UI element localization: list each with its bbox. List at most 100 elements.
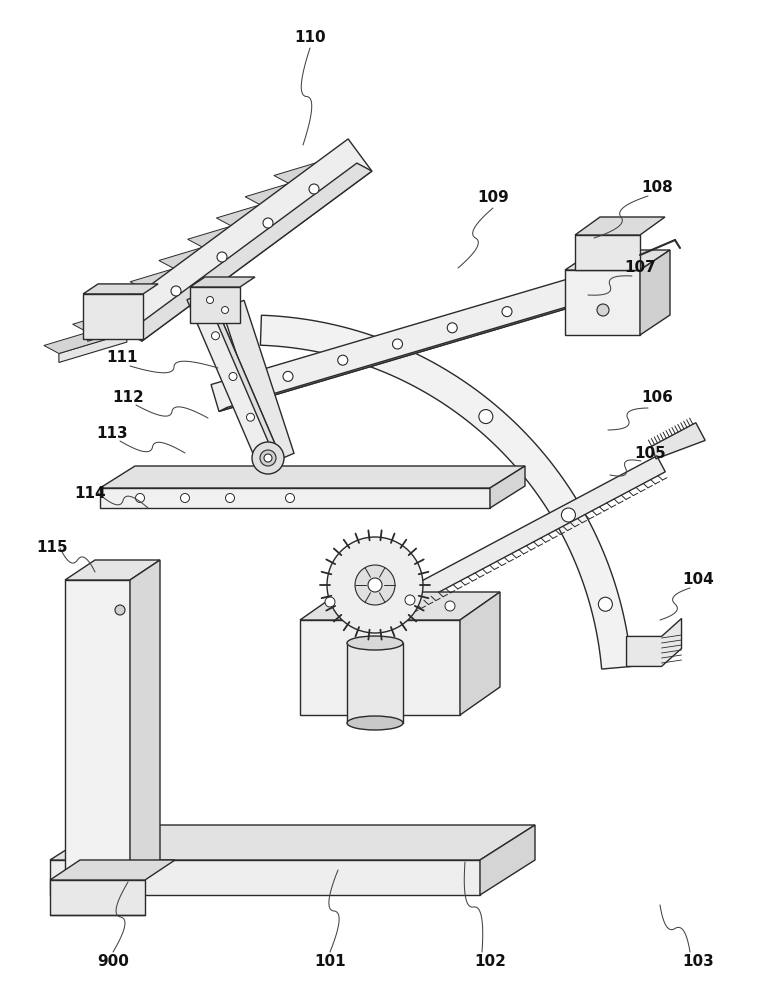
- Polygon shape: [50, 860, 175, 880]
- Polygon shape: [575, 235, 640, 270]
- Circle shape: [260, 450, 276, 466]
- Text: 105: 105: [634, 446, 666, 460]
- Text: 104: 104: [682, 572, 714, 587]
- Polygon shape: [565, 250, 670, 270]
- Circle shape: [247, 413, 255, 421]
- Circle shape: [502, 307, 512, 317]
- Circle shape: [448, 323, 457, 333]
- Text: 112: 112: [112, 389, 144, 404]
- Circle shape: [393, 339, 402, 349]
- Ellipse shape: [347, 716, 403, 730]
- Polygon shape: [65, 580, 130, 880]
- Circle shape: [562, 508, 576, 522]
- Polygon shape: [87, 312, 155, 341]
- Polygon shape: [216, 198, 299, 226]
- Text: 115: 115: [36, 540, 68, 556]
- Polygon shape: [201, 285, 279, 453]
- Polygon shape: [116, 291, 184, 320]
- Polygon shape: [65, 560, 160, 580]
- Circle shape: [229, 372, 237, 380]
- Polygon shape: [44, 325, 127, 353]
- Text: 113: 113: [96, 426, 128, 440]
- Polygon shape: [640, 250, 670, 335]
- Text: 109: 109: [477, 190, 509, 206]
- Text: 107: 107: [624, 260, 656, 275]
- Circle shape: [206, 296, 213, 304]
- Circle shape: [368, 345, 382, 359]
- Circle shape: [115, 605, 125, 615]
- Circle shape: [212, 332, 219, 340]
- Circle shape: [263, 218, 273, 228]
- Polygon shape: [73, 304, 155, 332]
- Polygon shape: [219, 299, 592, 411]
- Text: 101: 101: [314, 954, 346, 970]
- Circle shape: [171, 286, 181, 296]
- Polygon shape: [100, 466, 525, 488]
- Circle shape: [222, 306, 229, 314]
- Circle shape: [365, 593, 375, 603]
- Ellipse shape: [347, 636, 403, 650]
- Polygon shape: [626, 618, 682, 666]
- Circle shape: [264, 454, 272, 462]
- Polygon shape: [159, 240, 242, 268]
- Polygon shape: [347, 643, 403, 723]
- Polygon shape: [575, 217, 665, 235]
- Circle shape: [405, 595, 415, 605]
- Text: 103: 103: [682, 954, 714, 970]
- Text: 111: 111: [106, 351, 137, 365]
- Text: 102: 102: [474, 954, 506, 970]
- Polygon shape: [260, 184, 328, 214]
- Circle shape: [309, 184, 319, 194]
- Polygon shape: [231, 206, 299, 235]
- Text: 114: 114: [74, 486, 105, 500]
- Polygon shape: [401, 456, 665, 608]
- Circle shape: [445, 601, 455, 611]
- Polygon shape: [222, 300, 294, 463]
- Polygon shape: [565, 270, 640, 335]
- Polygon shape: [130, 261, 213, 290]
- Polygon shape: [289, 163, 357, 192]
- Polygon shape: [211, 277, 584, 411]
- Polygon shape: [187, 290, 279, 463]
- Polygon shape: [190, 277, 255, 287]
- Polygon shape: [651, 423, 705, 459]
- Polygon shape: [100, 488, 490, 508]
- Polygon shape: [50, 825, 535, 860]
- Polygon shape: [50, 880, 145, 915]
- Polygon shape: [174, 248, 242, 277]
- Polygon shape: [187, 219, 271, 247]
- Polygon shape: [480, 825, 535, 895]
- Circle shape: [325, 597, 335, 607]
- Polygon shape: [145, 269, 213, 299]
- Circle shape: [337, 355, 348, 365]
- Circle shape: [598, 597, 612, 611]
- Text: 900: 900: [97, 954, 129, 970]
- Circle shape: [327, 537, 423, 633]
- Circle shape: [479, 410, 493, 424]
- Polygon shape: [202, 227, 271, 256]
- Circle shape: [368, 578, 382, 592]
- Polygon shape: [245, 176, 328, 205]
- Polygon shape: [102, 283, 184, 311]
- Circle shape: [226, 493, 234, 502]
- Circle shape: [355, 565, 395, 605]
- Polygon shape: [260, 315, 632, 669]
- Polygon shape: [50, 860, 480, 895]
- Circle shape: [286, 493, 294, 502]
- Polygon shape: [274, 155, 357, 183]
- Polygon shape: [83, 284, 158, 294]
- Circle shape: [135, 493, 144, 502]
- Polygon shape: [460, 592, 500, 715]
- Circle shape: [597, 304, 609, 316]
- Polygon shape: [190, 287, 240, 323]
- Polygon shape: [59, 333, 127, 362]
- Circle shape: [180, 493, 190, 502]
- Circle shape: [283, 371, 293, 381]
- Polygon shape: [300, 592, 500, 620]
- Circle shape: [252, 442, 284, 474]
- Polygon shape: [130, 560, 160, 880]
- Polygon shape: [127, 163, 372, 341]
- Polygon shape: [118, 139, 372, 341]
- Polygon shape: [300, 620, 460, 715]
- Polygon shape: [490, 466, 525, 508]
